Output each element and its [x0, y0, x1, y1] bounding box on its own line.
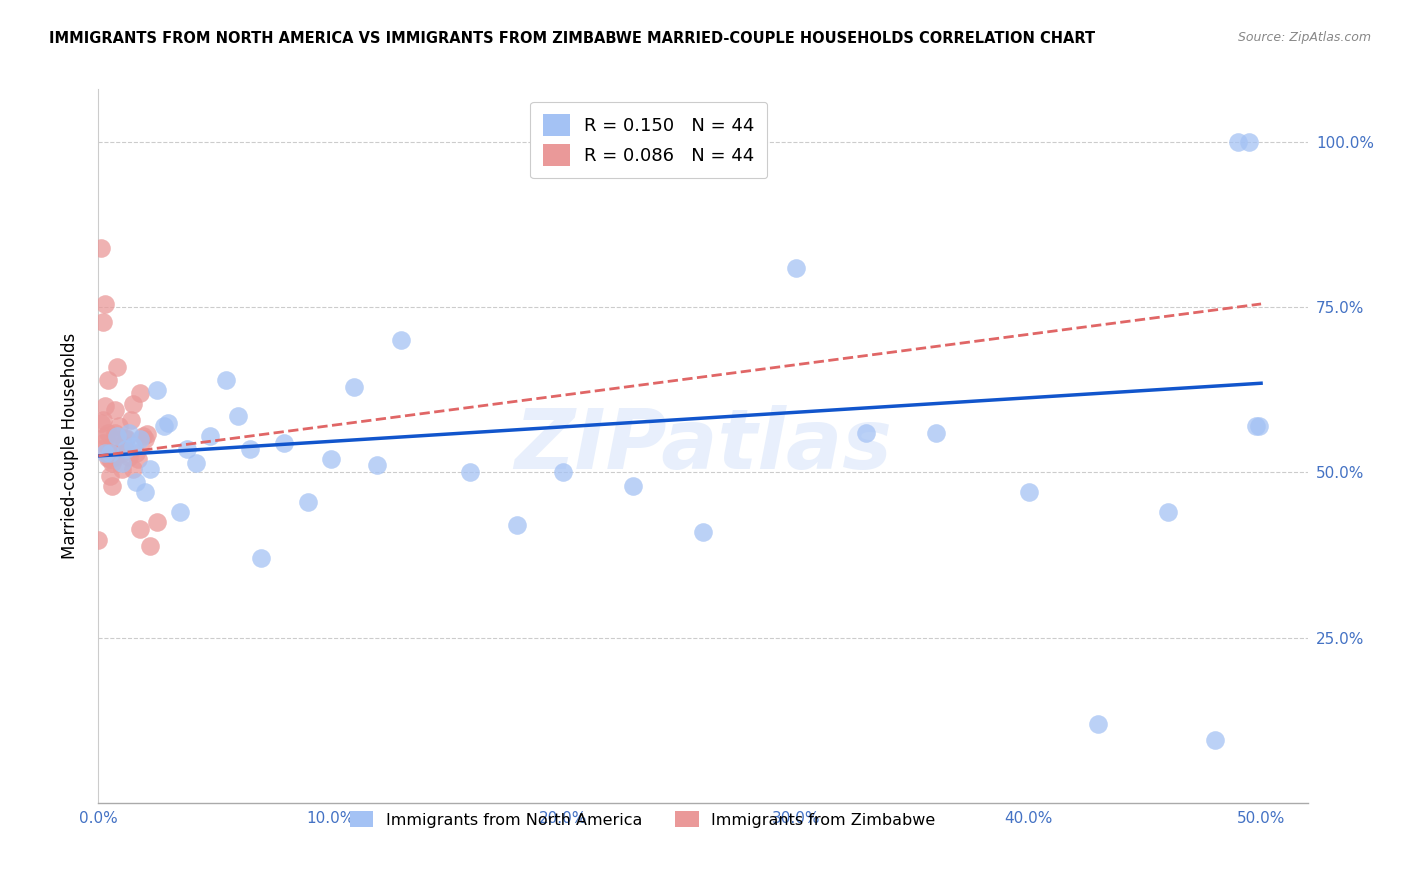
- Immigrants from North America: [176, 442, 198, 457]
- Immigrants from North America: [250, 551, 273, 566]
- Immigrants from Zimbabwe: [90, 442, 112, 457]
- Immigrants from Zimbabwe: [112, 438, 135, 452]
- Immigrants from North America: [553, 466, 575, 480]
- Immigrants from Zimbabwe: [94, 400, 117, 414]
- Immigrants from North America: [215, 373, 238, 387]
- Immigrants from North America: [98, 445, 121, 459]
- Immigrants from Zimbabwe: [94, 429, 117, 443]
- Immigrants from North America: [460, 466, 482, 480]
- Immigrants from North America: [138, 462, 160, 476]
- Immigrants from North America: [184, 456, 207, 470]
- Immigrants from North America: [621, 478, 644, 492]
- Immigrants from Zimbabwe: [104, 425, 127, 440]
- Immigrants from North America: [297, 495, 319, 509]
- Immigrants from North America: [157, 416, 180, 430]
- Immigrants from Zimbabwe: [97, 450, 120, 465]
- Immigrants from Zimbabwe: [145, 515, 167, 529]
- Immigrants from Zimbabwe: [134, 433, 156, 447]
- Immigrants from Zimbabwe: [104, 450, 127, 464]
- Immigrants from Zimbabwe: [98, 468, 121, 483]
- Immigrants from Zimbabwe: [101, 456, 124, 470]
- Immigrants from Zimbabwe: [97, 425, 120, 440]
- Immigrants from North America: [1204, 733, 1226, 747]
- Immigrants from North America: [692, 524, 714, 539]
- Immigrants from North America: [343, 379, 366, 393]
- Immigrants from North America: [366, 458, 388, 472]
- Immigrants from Zimbabwe: [94, 297, 117, 311]
- Immigrants from Zimbabwe: [90, 241, 112, 255]
- Immigrants from Zimbabwe: [91, 435, 114, 450]
- Immigrants from North America: [1087, 716, 1109, 731]
- Immigrants from Zimbabwe: [127, 452, 149, 467]
- Immigrants from North America: [115, 442, 138, 457]
- Immigrants from Zimbabwe: [138, 540, 160, 554]
- Immigrants from Zimbabwe: [108, 419, 131, 434]
- Immigrants from North America: [924, 425, 946, 440]
- Immigrants from Zimbabwe: [122, 397, 145, 411]
- Y-axis label: Married-couple Households: Married-couple Households: [60, 333, 79, 559]
- Immigrants from North America: [239, 442, 262, 457]
- Immigrants from Zimbabwe: [136, 427, 159, 442]
- Immigrants from Zimbabwe: [101, 478, 124, 492]
- Immigrants from North America: [169, 505, 191, 519]
- Immigrants from North America: [105, 429, 128, 443]
- Text: ZIPatlas: ZIPatlas: [515, 406, 891, 486]
- Immigrants from North America: [152, 419, 174, 434]
- Immigrants from North America: [1018, 485, 1040, 500]
- Text: IMMIGRANTS FROM NORTH AMERICA VS IMMIGRANTS FROM ZIMBABWE MARRIED-COUPLE HOUSEHO: IMMIGRANTS FROM NORTH AMERICA VS IMMIGRA…: [49, 31, 1095, 46]
- Immigrants from North America: [124, 475, 146, 490]
- Immigrants from North America: [1246, 419, 1268, 434]
- Immigrants from Zimbabwe: [111, 462, 134, 476]
- Immigrants from North America: [1226, 135, 1249, 149]
- Immigrants from Zimbabwe: [129, 386, 152, 401]
- Immigrants from Zimbabwe: [120, 412, 142, 426]
- Immigrants from Zimbabwe: [115, 431, 138, 445]
- Immigrants from North America: [1239, 135, 1261, 149]
- Legend: Immigrants from North America, Immigrants from Zimbabwe: Immigrants from North America, Immigrant…: [343, 805, 942, 834]
- Text: Source: ZipAtlas.com: Source: ZipAtlas.com: [1237, 31, 1371, 45]
- Immigrants from North America: [94, 445, 117, 459]
- Immigrants from Zimbabwe: [115, 433, 138, 447]
- Immigrants from North America: [1157, 505, 1180, 519]
- Immigrants from North America: [226, 409, 249, 424]
- Immigrants from North America: [129, 433, 152, 447]
- Immigrants from North America: [145, 383, 167, 397]
- Immigrants from North America: [855, 425, 877, 440]
- Immigrants from Zimbabwe: [122, 462, 145, 476]
- Immigrants from North America: [198, 429, 221, 443]
- Immigrants from Zimbabwe: [91, 412, 114, 426]
- Immigrants from Zimbabwe: [111, 444, 134, 458]
- Immigrants from North America: [1247, 419, 1270, 434]
- Immigrants from Zimbabwe: [131, 429, 153, 443]
- Immigrants from Zimbabwe: [118, 450, 141, 464]
- Immigrants from North America: [122, 439, 145, 453]
- Immigrants from Zimbabwe: [111, 445, 134, 459]
- Immigrants from Zimbabwe: [104, 402, 127, 417]
- Immigrants from North America: [785, 260, 807, 275]
- Immigrants from North America: [273, 435, 295, 450]
- Immigrants from Zimbabwe: [124, 445, 146, 459]
- Immigrants from Zimbabwe: [105, 433, 128, 447]
- Immigrants from North America: [319, 452, 342, 467]
- Immigrants from North America: [134, 485, 156, 500]
- Immigrants from Zimbabwe: [91, 315, 114, 329]
- Immigrants from Zimbabwe: [97, 373, 120, 387]
- Immigrants from Zimbabwe: [101, 439, 124, 453]
- Immigrants from Zimbabwe: [98, 452, 121, 467]
- Immigrants from Zimbabwe: [87, 533, 110, 547]
- Immigrants from Zimbabwe: [129, 522, 152, 536]
- Immigrants from Zimbabwe: [98, 445, 121, 459]
- Immigrants from North America: [389, 333, 412, 347]
- Immigrants from Zimbabwe: [90, 416, 112, 430]
- Immigrants from North America: [111, 456, 134, 470]
- Immigrants from North America: [506, 518, 529, 533]
- Immigrants from North America: [118, 425, 141, 440]
- Immigrants from Zimbabwe: [105, 359, 128, 374]
